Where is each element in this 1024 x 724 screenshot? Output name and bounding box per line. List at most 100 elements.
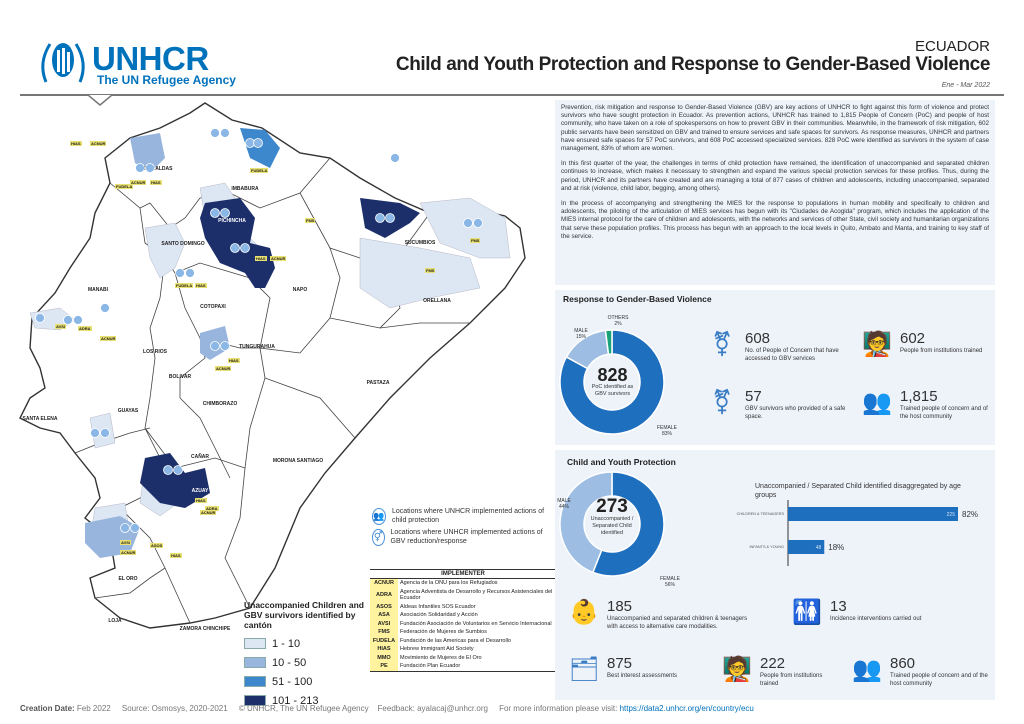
map-location-marker[interactable] [210,208,220,218]
stat-value: 185 [607,598,633,615]
class-label: 101 - 213 [272,694,319,707]
donut-slice-others [604,329,613,356]
legend-child-protection: Locations where UNHCR implemented action… [391,508,545,524]
bar [788,507,958,521]
map-location-marker[interactable] [130,523,140,533]
footer: Creation Date: Feb 2022 Source: Osmosys,… [20,704,754,713]
intro-paragraph: In the process of accompanying and stren… [561,200,989,240]
ecuador-map: ESMERALDAS IMBABURA PICHINCHA SANTO DOMINGO… [19,102,526,632]
map-location-marker[interactable] [220,128,230,138]
implementer-code: ACNUR [370,579,398,588]
map-location-marker[interactable] [220,208,230,218]
map-location-marker[interactable] [135,163,145,173]
map-location-marker[interactable] [100,303,110,313]
map-location-marker[interactable] [163,465,173,475]
province-label: CHIMBORAZO [203,401,238,407]
donut-category-label: MALE [557,498,571,504]
map-implementer-tag: FUDELA [250,168,269,173]
map-location-marker[interactable] [173,465,183,475]
stat-label: GBV survivors who provided of a safe spa… [745,406,846,420]
implementer-row: AVSI Fundación Asociación de Voluntarios … [370,619,556,628]
map-implementer-tag: ACNUR [100,336,117,341]
gbv-donut-total: 828 [597,365,628,385]
cyp-donut-total: 273 [596,496,628,517]
symbol-legend: 👥 Locations where UNHCR implemented acti… [372,507,552,546]
map-location-marker[interactable] [145,163,155,173]
implementer-row: ADRA Agencia Adventista de Desarrollo y R… [370,587,556,603]
map-implementer-tag: ACNUR [120,550,137,555]
choropleth-class: 51 - 100 [244,672,369,691]
province-label: SANTO DOMINGO [161,241,204,247]
bar-value-label: 48 [816,545,822,551]
creation-date: Feb 2022 [76,704,111,713]
map-implementer-tag: ACNUR [215,366,232,371]
map-location-marker[interactable] [240,243,250,253]
implementer-code: FMS [370,628,398,637]
map-location-marker[interactable] [185,268,195,278]
map-location-marker[interactable] [210,128,220,138]
bar [788,540,825,554]
map-location-marker[interactable] [120,523,130,533]
donut-category-label: MALE [574,328,588,334]
stat-card: 👶 185 Unaccompanied and separated children… [567,598,757,631]
stat-value: 57 [745,388,762,405]
implementer-name: Federación de Mujeres de Sumbios [400,629,487,635]
map-markers [35,128,483,533]
bar-value-label: 225 [947,512,956,518]
donut-category-label: FEMALE [660,576,681,582]
stat-value: 13 [830,598,847,615]
map-implementer-tag: ADRA [205,506,219,511]
stat-card: 🧑‍🏫 602 People from institutions trained [860,330,995,360]
map-location-marker[interactable] [90,428,100,438]
map-location-marker[interactable] [253,138,263,148]
country-label: ECUADOR [914,38,990,55]
stat-label: No. of People of Concern that have acces… [745,348,839,362]
map-location-marker[interactable] [35,313,45,323]
map-implementer-tag: ACNUR [200,510,217,515]
implementer-code: HIAS [370,645,398,654]
class-swatch [244,695,266,706]
stat-card: ⚧ 57 GBV survivors who provided of a safe … [705,388,855,421]
map-location-marker[interactable] [473,218,483,228]
implementer-name: Agencia de la ONU para los Refugiados [400,580,498,586]
province-label: LOS RIOS [143,349,168,355]
map-location-marker[interactable] [220,341,230,351]
stat-card: 🚻 13 Incidence interventions carried out [790,598,940,628]
province-label: NAPO [293,287,308,293]
donut-slice-female [591,471,665,577]
gbv-icon: ⚥ [372,528,385,546]
map-implementer-tag: HIAS [170,553,182,558]
map-location-marker[interactable] [230,243,240,253]
map-province-labels: ESMERALDAS IMBABURA PICHINCHA SANTO DOMINGO… [23,166,452,632]
implementer-title: IMPLEMENTER [370,569,556,579]
map-location-marker[interactable] [390,153,400,163]
province-label: MORONA SANTIAGO [273,458,323,464]
cyp-donut-caption: Unaccompanied / Separated Child identifi… [590,516,634,536]
stat-card: 🗂 875 Best interest assessments [567,655,717,685]
province-label: CAÑAR [191,453,209,460]
period-label: Ene - Mar 2022 [941,82,990,89]
map-location-marker[interactable] [63,315,73,325]
implementer-code: FUDELA [370,636,398,645]
logo-tagline: The UN Refugee Agency [97,73,236,87]
more-info-link[interactable]: https://data2.unhcr.org/en/country/ecu [619,704,754,713]
donut-value-label: 56% [665,582,676,588]
creation-label: Creation Date: [20,704,75,713]
map-implementer-tag: HIAS [70,141,82,146]
stat-label: People from institutions trained [900,348,983,354]
map-location-marker[interactable] [463,218,473,228]
implementer-code: ASA [370,611,398,620]
map-location-marker[interactable] [100,428,110,438]
map-implementer-tag: FUDELA [115,184,134,189]
map-location-marker[interactable] [375,213,385,223]
map-location-marker[interactable] [210,341,220,351]
map-location-marker[interactable] [175,268,185,278]
map-location-marker[interactable] [385,213,395,223]
gbv-title: Response to Gender-Based Violence [563,294,712,304]
bar-category-label: INFANTS & YOUNG [749,545,784,549]
bar-percent-label: 18% [828,543,844,552]
intro-paragraph: In this first quarter of the year, the c… [561,160,989,192]
map-location-marker[interactable] [73,315,83,325]
gender-symbol-icon: ⚧ [711,331,733,358]
